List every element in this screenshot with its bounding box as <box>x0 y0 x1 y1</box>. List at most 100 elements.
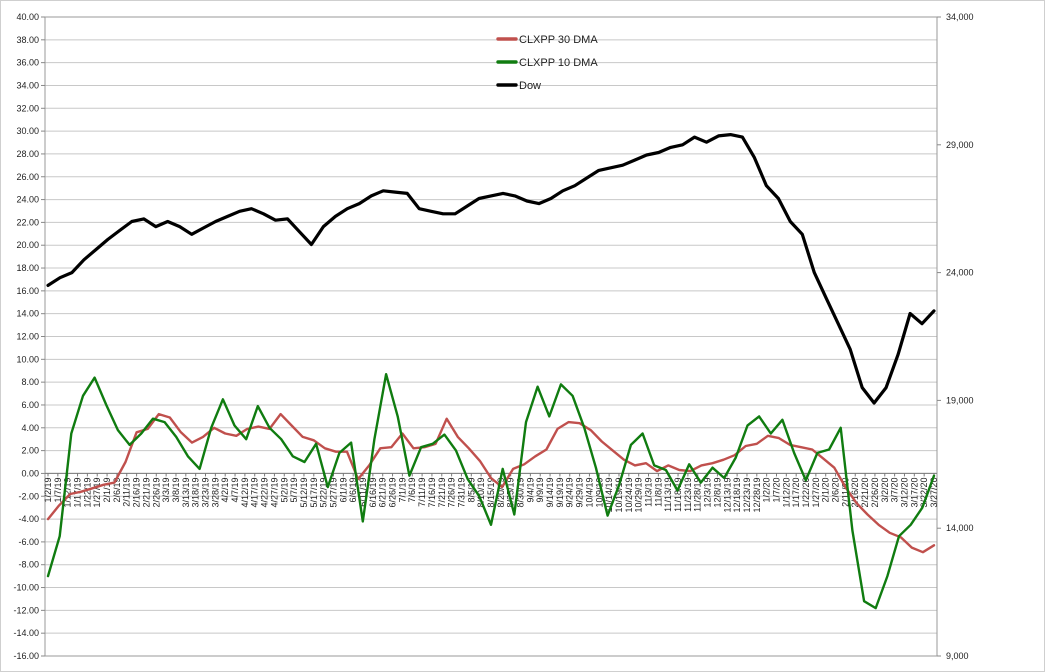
x-axis-date-label: 7/11/19 <box>417 477 427 506</box>
x-axis-date-label: 10/9/19 <box>594 477 604 507</box>
x-axis-date-label: 12/23/19 <box>742 477 752 512</box>
x-axis-date-label: 3/28/19 <box>210 477 220 507</box>
right-axis-tick-label: 34,000 <box>946 12 974 22</box>
x-axis-date-label: 7/31/19 <box>456 477 466 507</box>
x-axis-date-label: 7/21/19 <box>437 477 447 507</box>
left-axis-tick-label: 34.00 <box>16 80 39 90</box>
x-axis-date-label: 4/22/19 <box>260 477 270 507</box>
legend-label: Dow <box>519 80 541 92</box>
x-axis-date-label: 1/27/19 <box>92 477 102 507</box>
x-axis-date-label: 3/23/19 <box>201 477 211 507</box>
x-axis-date-label: 9/19/19 <box>555 477 565 507</box>
series-clxpp-30-dma-line <box>46 412 936 554</box>
x-axis-date-label: 6/16/19 <box>368 477 378 507</box>
x-axis-date-label: 8/15/19 <box>486 477 496 507</box>
left-axis-tick-label: 24.00 <box>16 195 39 205</box>
x-axis-date-label: 4/27/19 <box>269 477 279 507</box>
x-axis-date-label: 9/24/19 <box>565 477 575 507</box>
left-axis-tick-label: -16.00 <box>13 651 39 661</box>
x-axis-date-label: 4/17/19 <box>250 477 260 507</box>
x-axis-date-label: 2/11/20 <box>840 477 850 506</box>
series-lines <box>46 133 936 610</box>
legend-label: CLXPP 30 DMA <box>519 34 598 46</box>
right-axis-tick-label: 9,000 <box>946 651 969 661</box>
left-axis-tick-label: 16.00 <box>16 286 39 296</box>
x-axis-date-label: 8/5/19 <box>466 477 476 502</box>
x-axis-date-label: 11/3/19 <box>644 477 654 506</box>
right-axis-tick-label: 14,000 <box>946 523 974 533</box>
left-axis-tick-label: -6.00 <box>18 537 39 547</box>
left-axis-tick-label: 6.00 <box>21 400 39 410</box>
x-axis-date-label: 11/18/19 <box>673 477 683 511</box>
axes: 40.00 38.00 36.00 34.00 32.00 30.00 28.00 26.00… <box>13 12 973 661</box>
x-axis-date-label: 5/12/19 <box>299 477 309 507</box>
x-axis-date-label: 1/12/19 <box>63 477 73 507</box>
left-axis-tick-label: -4.00 <box>18 514 39 524</box>
x-axis-date-label: 4/12/19 <box>240 477 250 507</box>
gridlines <box>45 16 937 657</box>
left-axis-tick-label: -2.00 <box>18 491 39 501</box>
x-axis-date-label: 2/16/19 <box>132 477 142 507</box>
left-axis-tick-label: -12.00 <box>13 605 39 615</box>
x-axis-date-label: 1/27/20 <box>811 477 821 507</box>
x-axis-date-label: 3/7/20 <box>890 477 900 502</box>
x-axis-date-label: 3/12/20 <box>899 477 909 507</box>
x-axis-date-label: 6/11/19 <box>358 477 368 506</box>
left-axis-tick-label: 30.00 <box>16 126 39 136</box>
x-axis-date-label: 5/22/19 <box>319 477 329 507</box>
right-axis-tick-label: 24,000 <box>946 268 974 278</box>
x-axis-date-label: 12/18/19 <box>732 477 742 512</box>
x-axis-date-label: 5/7/19 <box>289 477 299 502</box>
x-axis-date-label: 3/2/20 <box>880 477 890 502</box>
x-axis-date-label: 10/4/19 <box>584 477 594 507</box>
x-axis-date-label: 3/3/19 <box>161 477 171 502</box>
x-axis-date-label: 3/17/20 <box>909 477 919 507</box>
legend: CLXPP 30 DMA CLXPP 10 DMA Dow <box>496 34 598 92</box>
left-axis-tick-label: 38.00 <box>16 35 39 45</box>
x-axis-date-label: 2/1/19 <box>102 477 112 502</box>
x-axis-date-label: 2/6/19 <box>112 477 122 502</box>
left-axis-tick-label: 40.00 <box>16 12 39 22</box>
left-axis-tick-label: 32.00 <box>16 103 39 113</box>
x-axis-date-label: 11/28/19 <box>693 477 703 511</box>
x-axis-date-label: 10/14/19 <box>604 477 614 512</box>
x-axis-date-label: 12/8/19 <box>712 477 722 507</box>
left-axis-tick-label: 18.00 <box>16 263 39 273</box>
x-axis-date-label: 7/1/19 <box>397 477 407 502</box>
left-axis-tick-label: 2.00 <box>21 446 39 456</box>
x-axis-date-label: 7/6/19 <box>407 477 417 502</box>
x-axis-date-label: 1/2/19 <box>43 477 53 502</box>
x-axis-date-label: 7/16/19 <box>427 477 437 507</box>
x-axis-date-label: 12/28/19 <box>752 477 762 512</box>
x-axis-date-label: 9/4/19 <box>525 477 535 502</box>
x-axis-date-label: 10/24/19 <box>624 477 634 512</box>
x-axis-date-label: 10/29/19 <box>634 477 644 512</box>
left-axis-tick-label: 28.00 <box>16 149 39 159</box>
series-dow-line <box>46 133 936 405</box>
x-axis-date-label: 11/23/19 <box>683 477 693 511</box>
x-axis-date-label: 8/25/19 <box>506 477 516 507</box>
left-axis-tick-label: 10.00 <box>16 354 39 364</box>
x-axis-date-label: 1/17/20 <box>791 477 801 507</box>
series-clxpp-10-dma-line <box>46 373 936 610</box>
x-axis-date-label: 6/26/19 <box>388 477 398 507</box>
x-axis-date-label: 6/6/19 <box>348 477 358 502</box>
left-axis-tick-label: 22.00 <box>16 217 39 227</box>
x-axis-date-label: 4/7/19 <box>230 477 240 502</box>
left-axis-tick-label: -10.00 <box>13 583 39 593</box>
right-axis-tick-label: 29,000 <box>946 140 974 150</box>
x-axis-date-label: 2/11/19 <box>122 477 132 506</box>
legend-label: CLXPP 10 DMA <box>519 57 598 69</box>
x-axis-date-label: 3/22/20 <box>919 477 929 507</box>
x-axis-date-label: 2/21/20 <box>860 477 870 507</box>
x-axis-date-label: 9/14/19 <box>545 477 555 507</box>
left-axis-tick-label: -8.00 <box>18 560 39 570</box>
x-axis-date-label: 9/9/19 <box>535 477 545 502</box>
x-axis-date-label: 1/22/19 <box>82 477 92 507</box>
left-axis-tick-label: 8.00 <box>21 377 39 387</box>
x-axis-date-label: 1/7/20 <box>771 477 781 502</box>
x-axis-date-label: 8/30/19 <box>516 477 526 507</box>
x-axis-date-label: 2/26/19 <box>151 477 161 507</box>
